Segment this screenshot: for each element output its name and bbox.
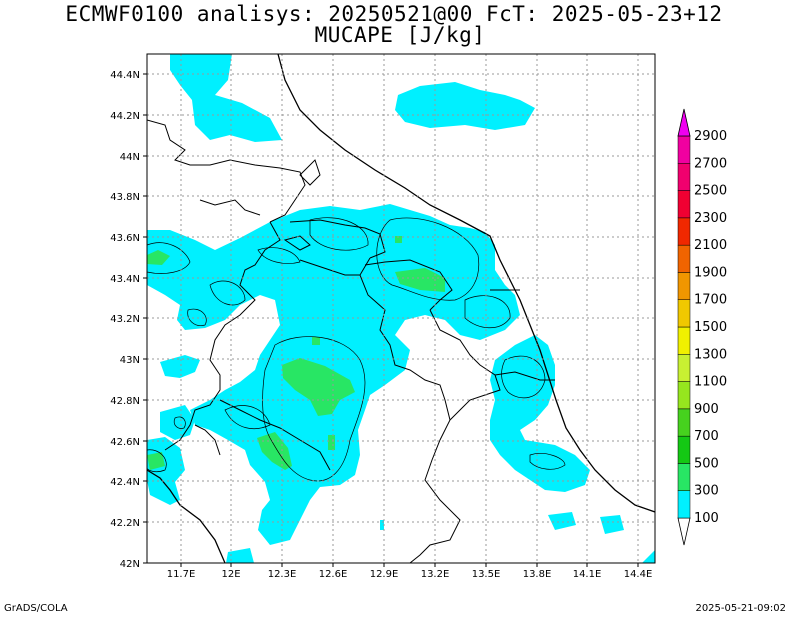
tick-marks	[143, 73, 639, 567]
colorbar-swatch	[677, 217, 691, 246]
lat-tick-label: 42.2N	[110, 518, 140, 529]
cape-fields	[147, 54, 655, 563]
lat-tick-label: 42.8N	[110, 396, 140, 407]
colorbar-label: 2100	[694, 238, 727, 253]
lon-tick-label: 13.5E	[472, 569, 501, 580]
cape-area-east	[490, 335, 590, 492]
contour-lines	[147, 217, 566, 482]
lon-tick-label: 14.4E	[624, 569, 653, 580]
colorbar-swatch	[677, 354, 691, 382]
colorbar-label: 900	[694, 402, 719, 417]
colorbar-label: 1300	[694, 347, 727, 362]
cape-area-south-1	[548, 512, 576, 530]
colorbar-swatch	[677, 244, 691, 273]
colorbar-label: 100	[694, 511, 719, 526]
cape-area-corner	[642, 550, 655, 563]
cape-area-south-2	[600, 515, 624, 534]
coastline-west	[147, 469, 226, 563]
lon-tick-label: 12E	[221, 569, 240, 580]
lat-tick-label: 43.2N	[110, 314, 140, 325]
colorbar-swatch	[677, 408, 691, 437]
colorbar-swatch	[677, 490, 691, 519]
colorbar-label: 700	[694, 429, 719, 444]
lon-tick-label: 13.8E	[523, 569, 552, 580]
colorbar-label: 2500	[694, 184, 727, 199]
colorbar-swatch	[677, 326, 691, 355]
title-line-1: ECMWF0100 analisys: 20250521@00 FcT: 202…	[65, 2, 723, 26]
footer-timestamp: 2025-05-21-09:02	[695, 603, 786, 614]
cape-300-south	[257, 432, 292, 470]
colorbar-swatch	[677, 299, 691, 328]
lat-tick-label: 42N	[120, 559, 140, 570]
map-frame	[146, 53, 656, 564]
colorbar-swatch	[677, 463, 691, 491]
cape-area-south-3	[226, 548, 254, 563]
cape-area-west-2	[160, 405, 195, 440]
colorbar-swatch	[677, 272, 691, 300]
colorbar-under-triangle	[677, 517, 691, 546]
lon-tick-label: 13.2E	[421, 569, 450, 580]
lat-tick-label: 43.6N	[110, 233, 140, 244]
lon-tick-label: 11.7E	[167, 569, 196, 580]
cape-300-west	[147, 250, 170, 265]
lat-tick-label: 43.4N	[110, 274, 140, 285]
cape-300-north	[395, 268, 445, 292]
cape-300-west2	[395, 236, 402, 243]
colorbar-label: 2300	[694, 211, 727, 226]
lat-tick-label: 44.2N	[110, 111, 140, 122]
cape-300-central-2	[312, 337, 320, 345]
colorbar-label: 2900	[694, 129, 727, 144]
lat-tick-label: 44.4N	[110, 70, 140, 81]
colorbar-label: 2700	[694, 156, 727, 171]
lat-tick-label: 42.4N	[110, 477, 140, 488]
colorbar-over-triangle	[677, 108, 691, 137]
colorbar-label: 500	[694, 456, 719, 471]
colorbar-swatch	[677, 190, 691, 219]
colorbar-label: 1700	[694, 293, 727, 308]
lat-tick-label: 44N	[120, 152, 140, 163]
colorbar-label: 300	[694, 484, 719, 499]
lon-tick-label: 12.9E	[370, 569, 399, 580]
colorbar-label: 1500	[694, 320, 727, 335]
title-line-2: MUCAPE [J/kg]	[314, 23, 486, 47]
coastline	[277, 54, 655, 513]
cape-area-west-1	[160, 355, 200, 378]
colorbar-swatch	[677, 163, 691, 191]
colorbar-label: 1900	[694, 265, 727, 280]
boundaries	[147, 54, 655, 563]
lon-tick-label: 12.6E	[319, 569, 348, 580]
colorbar-swatch	[677, 135, 691, 164]
cape-300-sw	[147, 452, 165, 470]
footer-credit: GrADS/COLA	[4, 603, 68, 614]
cape-area-north-coast	[170, 54, 282, 142]
colorbar-swatch	[677, 381, 691, 410]
lon-tick-label: 14.1E	[573, 569, 602, 580]
lat-tick-label: 43.8N	[110, 192, 140, 203]
cape-300-south-2	[328, 435, 335, 450]
lat-tick-label: 42.6N	[110, 437, 140, 448]
colorbar: 100 300 500 700 900 1100 1300 1500 1700 1900 2100 2…	[677, 108, 727, 546]
colorbar-label: 1100	[694, 375, 727, 390]
cape-area-north-east	[395, 82, 535, 130]
lon-tick-label: 12.3E	[268, 569, 297, 580]
lat-tick-label: 43N	[120, 355, 140, 366]
cape-300-central	[282, 358, 355, 416]
colorbar-swatch	[677, 435, 691, 464]
